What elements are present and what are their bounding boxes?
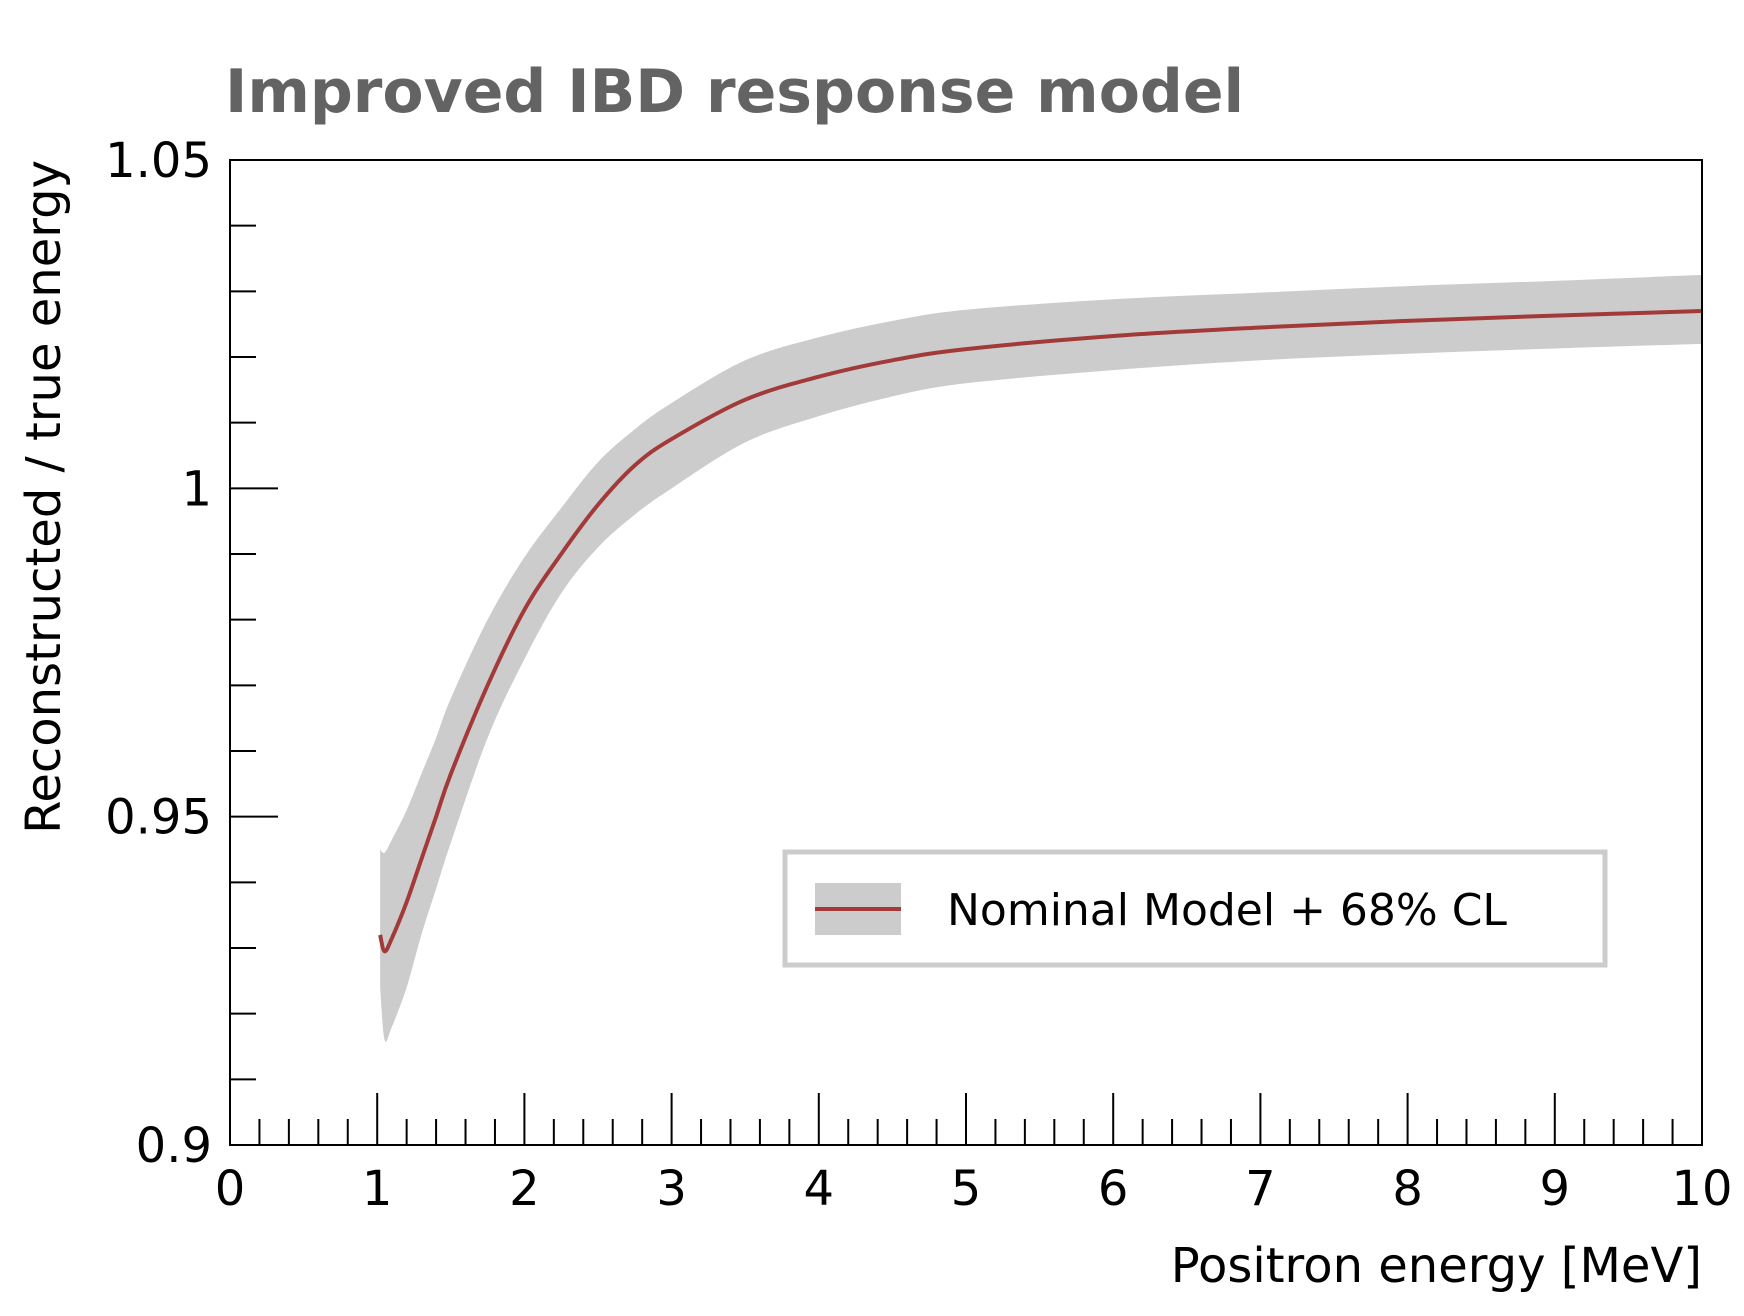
series-line-layer [378, 309, 1703, 954]
chart-title: Improved IBD response model [225, 57, 1244, 127]
x-tick-label: 9 [1540, 1161, 1571, 1217]
x-axis-title: Positron energy [MeV] [1171, 1238, 1702, 1294]
x-tick-label: 4 [804, 1161, 835, 1217]
y-tick-label: 0.9 [136, 1118, 212, 1174]
x-tick-label: 8 [1392, 1161, 1423, 1217]
y-tick-label: 1.05 [105, 133, 212, 189]
x-tick-label: 1 [362, 1161, 393, 1217]
y-axis-title: Reconstructed / true energy [16, 160, 72, 834]
series-line [378, 309, 1703, 954]
x-tick-label: 10 [1671, 1161, 1732, 1217]
x-tick-label: 2 [509, 1161, 540, 1217]
x-tick-label: 5 [951, 1161, 982, 1217]
legend-box [782, 849, 1608, 968]
x-tick-label: 0 [215, 1161, 246, 1217]
axes-layer: 0 1 2 3 4 5 6 7 8 9 10 0.9 0.95 1 1.05 Positron energy … [16, 133, 1733, 1294]
y-tick-label: 1 [181, 461, 212, 517]
y-tick-label: 0.95 [105, 790, 212, 846]
x-tick-label: 7 [1245, 1161, 1276, 1217]
legend: Nominal Model + 68% CL [782, 849, 1608, 968]
x-tick-label: 3 [656, 1161, 687, 1217]
legend-label: Nominal Model + 68% CL [947, 885, 1507, 936]
x-tick-label: 6 [1098, 1161, 1129, 1217]
